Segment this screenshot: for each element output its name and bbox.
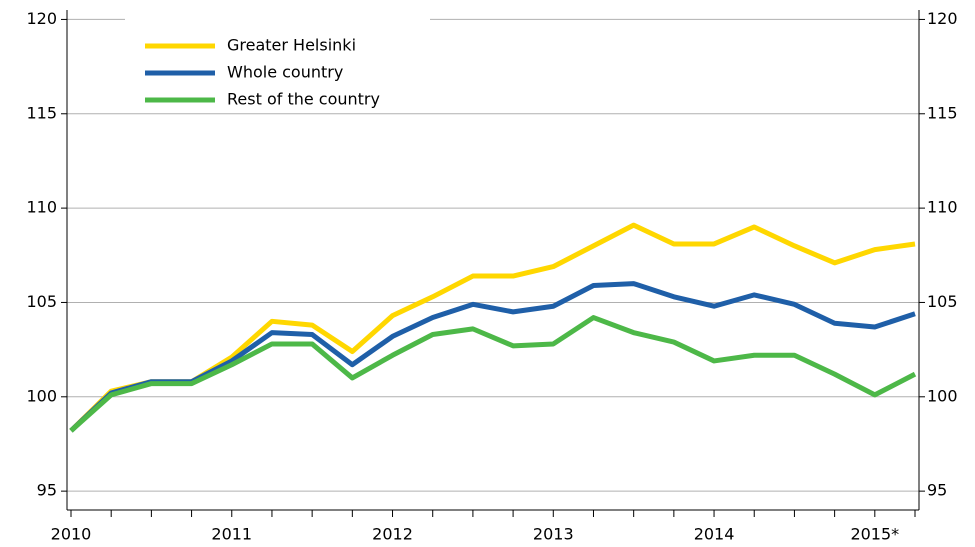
- legend-label: Rest of the country: [227, 90, 380, 109]
- y2-tick-label: 105: [927, 292, 958, 311]
- y-tick-label: 115: [26, 103, 57, 122]
- y2-tick-label: 110: [927, 198, 958, 217]
- y2-tick-label: 115: [927, 103, 958, 122]
- y2-tick-label: 100: [927, 386, 958, 405]
- y-tick-label: 120: [26, 9, 57, 28]
- legend-box: [125, 12, 430, 112]
- x-tick-label: 2012: [372, 525, 413, 544]
- x-tick-label: 2015*: [850, 525, 899, 544]
- x-tick-label: 2010: [51, 525, 92, 544]
- y-tick-label: 100: [26, 386, 57, 405]
- y-tick-label: 110: [26, 198, 57, 217]
- y-tick-label: 105: [26, 292, 57, 311]
- series-line: [69, 281, 916, 433]
- y2-tick-label: 95: [927, 481, 947, 500]
- x-tick-label: 2014: [694, 525, 735, 544]
- series-line: [69, 315, 917, 433]
- y-tick-label: 95: [37, 481, 57, 500]
- legend-label: Whole country: [227, 63, 343, 82]
- y2-tick-label: 120: [927, 9, 958, 28]
- x-tick-label: 2011: [211, 525, 252, 544]
- legend-label: Greater Helsinki: [227, 36, 356, 55]
- series-line: [69, 222, 916, 433]
- x-tick-label: 2013: [533, 525, 574, 544]
